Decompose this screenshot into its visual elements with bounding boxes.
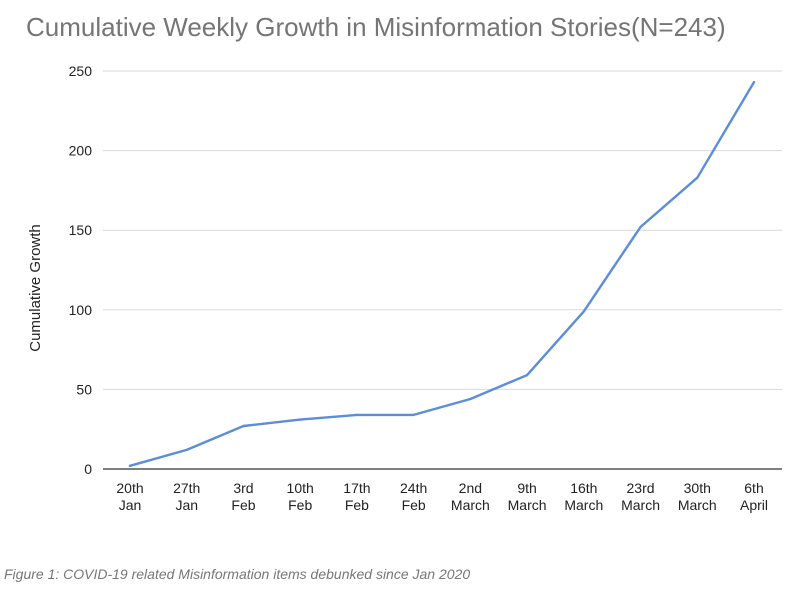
gridlines	[103, 70, 782, 470]
data-point	[185, 448, 188, 452]
x-tick-label: 23rd March	[621, 480, 660, 513]
data-point	[639, 225, 642, 229]
y-tick-label: 0	[84, 461, 92, 477]
data-point	[469, 397, 472, 401]
x-axis-ticks: 20th Jan 27th Jan 3rd Feb 10th Feb 17th Feb 24th Fe…	[116, 480, 768, 513]
x-tick-label: 6th April	[740, 480, 768, 513]
y-tick-label: 250	[69, 63, 93, 79]
figure-caption: Figure 1: COVID-19 related Misinformatio…	[4, 566, 471, 582]
x-tick-label: 3rd Feb	[231, 480, 255, 513]
data-point	[582, 310, 586, 313]
data-point	[355, 413, 359, 417]
y-tick-label: 150	[69, 222, 93, 238]
line-chart: 0 50 100 150 200 250 20th Jan 27th Jan 3rd Feb 10th…	[27, 63, 782, 513]
y-axis-ticks: 0 50 100 150 200 250	[69, 63, 93, 477]
x-tick-label: 30th March	[678, 480, 717, 513]
data-point	[298, 418, 302, 421]
y-axis-label: Cumulative Growth	[27, 224, 44, 352]
data-point	[752, 80, 756, 84]
x-tick-label: 17th Feb	[343, 480, 370, 513]
y-tick-label: 200	[69, 143, 93, 159]
x-tick-label: 24th Feb	[400, 480, 427, 513]
data-point	[128, 464, 132, 468]
data-point	[696, 176, 699, 179]
x-tick-label: 20th Jan	[116, 480, 143, 513]
x-tick-label: 27th Jan	[173, 480, 200, 513]
y-tick-label: 100	[69, 302, 93, 318]
x-tick-label: 2nd March	[451, 480, 490, 513]
y-tick-label: 50	[76, 381, 92, 397]
data-point	[412, 413, 415, 417]
x-tick-label: 10th Feb	[287, 480, 314, 513]
data-point	[525, 373, 529, 377]
data-point	[242, 424, 245, 428]
chart-title: Cumulative Weekly Growth in Misinformati…	[26, 12, 726, 42]
series-layer	[128, 80, 756, 468]
series-line	[128, 80, 756, 467]
x-tick-label: 16th March	[564, 480, 603, 513]
x-tick-label: 9th March	[508, 480, 547, 513]
